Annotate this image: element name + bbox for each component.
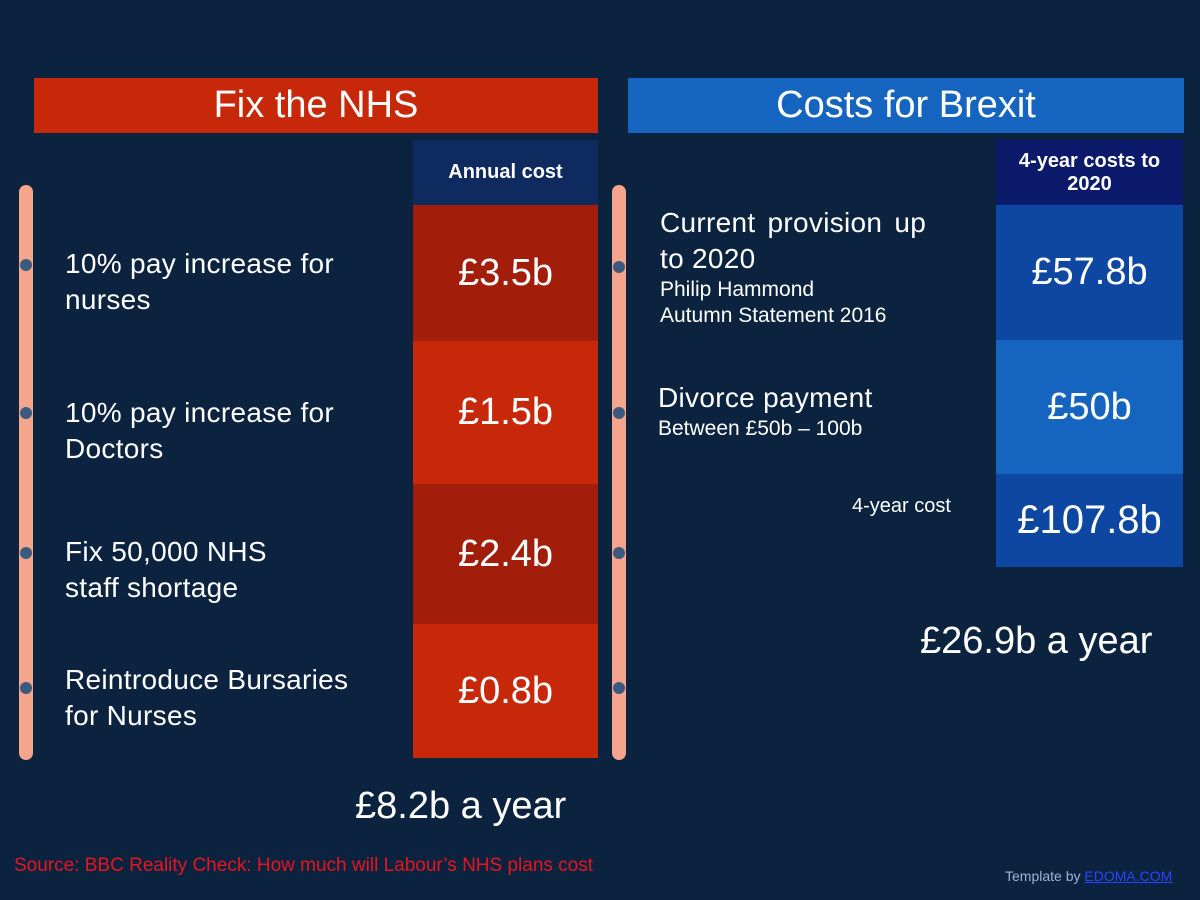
brexit-total-cell: £107.8b: [996, 474, 1183, 567]
nhs-column-header: Annual cost: [413, 140, 598, 205]
nhs-item-label: Reintroduce Bursaries for Nurses: [65, 664, 349, 731]
brexit-per-year: £26.9b a year: [920, 620, 1153, 662]
nhs-item-label: 10% pay increase for nurses: [65, 248, 335, 315]
nhs-timeline-rail: [19, 185, 33, 760]
brexit-timeline-dot: [613, 682, 625, 694]
brexit-timeline-dot: [613, 407, 625, 419]
nhs-timeline-dot: [20, 259, 32, 271]
nhs-timeline-dot: [20, 407, 32, 419]
brexit-timeline-dot: [613, 261, 625, 273]
brexit-value-cell: £57.8b: [996, 205, 1183, 340]
credit-prefix: Template by: [1005, 868, 1081, 884]
nhs-total: £8.2b a year: [355, 785, 567, 827]
nhs-item-label: 10% pay increase for Doctors: [65, 397, 335, 464]
credit-link[interactable]: EDOMA.COM: [1084, 868, 1173, 884]
nhs-value-cell: £2.4b: [413, 484, 598, 624]
brexit-item-label: Current provision up to 2020 Philip Hamm…: [660, 207, 927, 327]
brexit-header: Costs for Brexit: [628, 78, 1184, 133]
nhs-timeline-dot: [20, 547, 32, 559]
brexit-value-cell: £50b: [996, 340, 1183, 474]
brexit-column-header: 4-year costs to 2020: [996, 140, 1183, 205]
brexit-item-label: Divorce payment Between £50b – 100b: [658, 382, 873, 440]
brexit-timeline-dot: [613, 547, 625, 559]
source-note: Source: BBC Reality Check: How much will…: [14, 855, 594, 876]
nhs-value-cell: £1.5b: [413, 341, 598, 484]
brexit-total-label: 4-year cost: [852, 495, 951, 517]
nhs-value-cell: £3.5b: [413, 205, 598, 341]
nhs-timeline-dot: [20, 682, 32, 694]
nhs-value-cell: £0.8b: [413, 624, 598, 758]
template-credit: Template by EDOMA.COM: [1005, 868, 1172, 884]
nhs-header: Fix the NHS: [34, 78, 598, 133]
brexit-timeline-rail: [612, 185, 626, 760]
nhs-item-label: Fix 50,000 NHS staff shortage: [65, 536, 267, 603]
